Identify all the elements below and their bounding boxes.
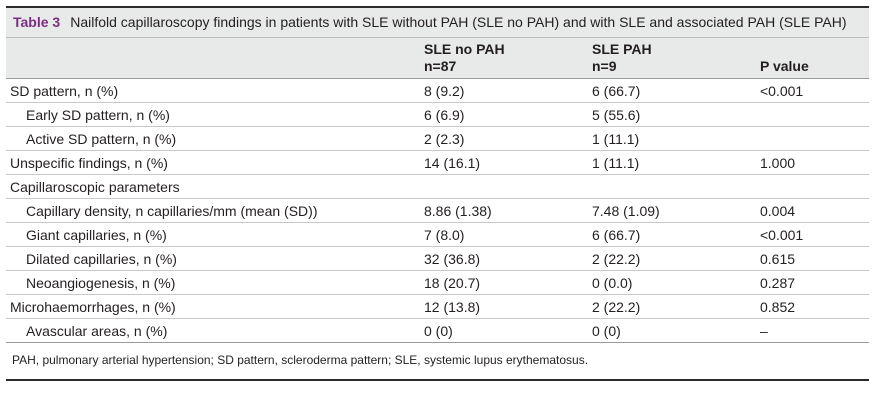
- row-label: Active SD pattern, n (%): [6, 126, 420, 151]
- row-label: Dilated capillaries, n (%): [6, 246, 420, 271]
- row-label: Microhaemorrhages, n (%): [6, 294, 420, 319]
- table-row: Capillary density, n capillaries/mm (mea…: [6, 198, 869, 223]
- cell-sle-pah: 1 (11.1): [588, 126, 756, 151]
- cell-sle-no-pah: 32 (36.8): [420, 246, 588, 271]
- table-caption: Table 3 Nailfold capillaroscopy findings …: [6, 6, 869, 37]
- cell-sle-no-pah: 6 (6.9): [420, 102, 588, 127]
- cell-p-value: [756, 126, 869, 151]
- row-label: Capillaroscopic parameters: [6, 174, 420, 199]
- table-title: Nailfold capillaroscopy findings in pati…: [70, 14, 847, 30]
- row-label: Unspecific findings, n (%): [6, 150, 420, 175]
- cell-sle-no-pah: 2 (2.3): [420, 126, 588, 151]
- cell-sle-no-pah: 18 (20.7): [420, 270, 588, 295]
- cell-sle-no-pah: 8 (9.2): [420, 78, 588, 103]
- cell-p-value: 0.615: [756, 246, 869, 271]
- cell-sle-pah: [588, 174, 756, 199]
- cell-p-value: <0.001: [756, 78, 869, 103]
- cell-sle-no-pah: 12 (13.8): [420, 294, 588, 319]
- table-footnote: PAH, pulmonary arterial hypertension; SD…: [6, 343, 869, 381]
- row-label: Giant capillaries, n (%): [6, 222, 420, 247]
- table-row: Early SD pattern, n (%) 6 (6.9) 5 (55.6): [6, 102, 869, 127]
- table-row: Giant capillaries, n (%) 7 (8.0) 6 (66.7) <…: [6, 222, 869, 247]
- table-row: Capillaroscopic parameters: [6, 174, 869, 199]
- cell-sle-pah: 7.48 (1.09): [588, 198, 756, 223]
- table-label: Table 3: [13, 14, 61, 30]
- header-sle-pah: SLE PAH n=9: [588, 37, 756, 79]
- cell-sle-no-pah: 14 (16.1): [420, 150, 588, 175]
- cell-sle-pah: 1 (11.1): [588, 150, 756, 175]
- cell-p-value: 0.287: [756, 270, 869, 295]
- data-table: SLE no PAH n=87 SLE PAH n=9 P value SD p…: [6, 37, 869, 343]
- cell-sle-no-pah: 8.86 (1.38): [420, 198, 588, 223]
- cell-p-value: 0.852: [756, 294, 869, 319]
- cell-p-value: [756, 174, 869, 199]
- cell-p-value: [756, 102, 869, 127]
- cell-p-value: 0.004: [756, 198, 869, 223]
- cell-p-value: –: [756, 318, 869, 343]
- cell-sle-no-pah: [420, 174, 588, 199]
- table-row: SD pattern, n (%) 8 (9.2) 6 (66.7) <0.001: [6, 78, 869, 103]
- cell-sle-pah: 5 (55.6): [588, 102, 756, 127]
- cell-sle-pah: 6 (66.7): [588, 78, 756, 103]
- cell-p-value: <0.001: [756, 222, 869, 247]
- row-label: SD pattern, n (%): [6, 78, 420, 103]
- header-p-value: P value: [756, 37, 869, 79]
- table-row: Active SD pattern, n (%) 2 (2.3) 1 (11.1): [6, 126, 869, 151]
- row-label: Early SD pattern, n (%): [6, 102, 420, 127]
- header-sle-no-pah-n: n=87: [424, 58, 457, 74]
- row-label: Neoangiogenesis, n (%): [6, 270, 420, 295]
- table-row: Dilated capillaries, n (%) 32 (36.8) 2 (22…: [6, 246, 869, 271]
- header-row: SLE no PAH n=87 SLE PAH n=9 P value: [6, 37, 869, 79]
- row-label: Avascular areas, n (%): [6, 318, 420, 343]
- table-row: Neoangiogenesis, n (%) 18 (20.7) 0 (0.0) 0.…: [6, 270, 869, 295]
- cell-sle-pah: 2 (22.2): [588, 294, 756, 319]
- cell-sle-pah: 6 (66.7): [588, 222, 756, 247]
- table-row: Microhaemorrhages, n (%) 12 (13.8) 2 (22.2…: [6, 294, 869, 319]
- header-sle-pah-title: SLE PAH: [592, 41, 652, 57]
- header-sle-no-pah-title: SLE no PAH: [424, 41, 505, 57]
- table-row: Unspecific findings, n (%) 14 (16.1) 1 (11…: [6, 150, 869, 175]
- cell-sle-pah: 2 (22.2): [588, 246, 756, 271]
- cell-sle-no-pah: 0 (0): [420, 318, 588, 343]
- table-row: Avascular areas, n (%) 0 (0) 0 (0) –: [6, 318, 869, 343]
- header-variable: [6, 37, 420, 79]
- header-sle-pah-n: n=9: [592, 58, 617, 74]
- cell-sle-pah: 0 (0): [588, 318, 756, 343]
- results-table: Table 3 Nailfold capillaroscopy findings …: [6, 6, 869, 381]
- cell-p-value: 1.000: [756, 150, 869, 175]
- header-sle-no-pah: SLE no PAH n=87: [420, 37, 588, 79]
- cell-sle-pah: 0 (0.0): [588, 270, 756, 295]
- cell-sle-no-pah: 7 (8.0): [420, 222, 588, 247]
- row-label: Capillary density, n capillaries/mm (mea…: [6, 198, 420, 223]
